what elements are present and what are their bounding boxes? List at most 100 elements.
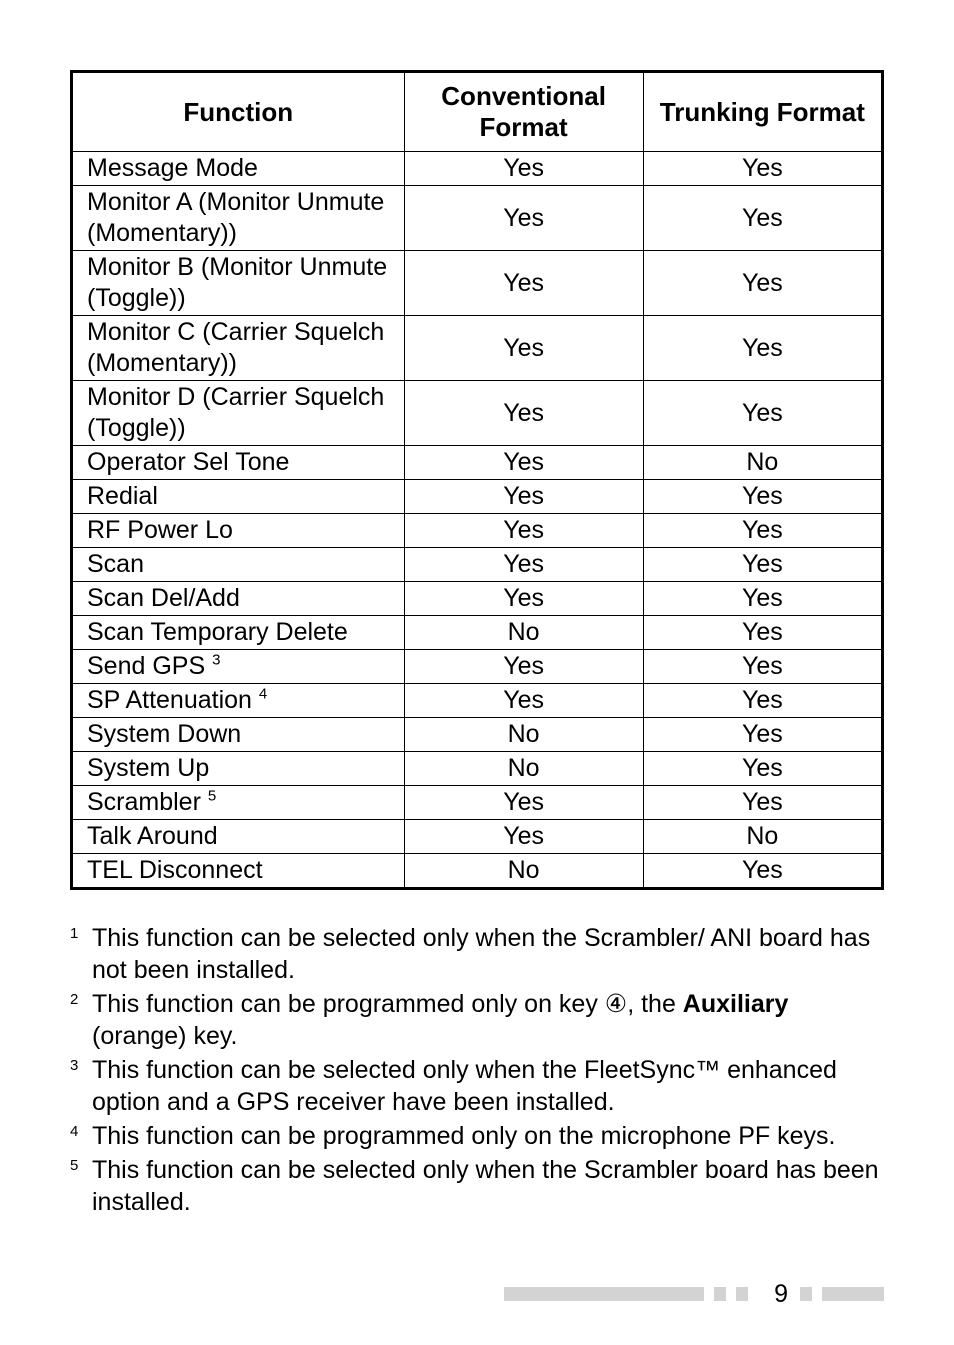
footnote-ref: 5 bbox=[208, 788, 216, 805]
table-row: RedialYesYes bbox=[72, 480, 883, 514]
cell-trunking: No bbox=[643, 446, 882, 480]
footnote: 4This function can be programmed only on… bbox=[70, 1120, 884, 1152]
cell-function: Scrambler 5 bbox=[72, 786, 405, 820]
cell-function: TEL Disconnect bbox=[72, 854, 405, 889]
page-number: 9 bbox=[748, 1280, 800, 1309]
footnote-mid: , the bbox=[627, 990, 683, 1018]
table-row: Send GPS 3YesYes bbox=[72, 650, 883, 684]
cell-conventional: No bbox=[404, 752, 643, 786]
cell-conventional: Yes bbox=[404, 786, 643, 820]
footnote-text: This function can be programmed only on … bbox=[92, 988, 884, 1052]
cell-function: RF Power Lo bbox=[72, 514, 405, 548]
cell-conventional: No bbox=[404, 616, 643, 650]
page-footer: 9 bbox=[70, 1280, 884, 1308]
cell-conventional: Yes bbox=[404, 186, 643, 251]
footnote-text: This function can be selected only when … bbox=[92, 1154, 884, 1218]
table-body: Message ModeYesYesMonitor A (Monitor Unm… bbox=[72, 152, 883, 889]
footnote-text: This function can be selected only when … bbox=[92, 922, 884, 986]
footnote-post: (orange) key. bbox=[92, 1022, 237, 1050]
cell-conventional: No bbox=[404, 854, 643, 889]
cell-trunking: Yes bbox=[643, 316, 882, 381]
cell-trunking: No bbox=[643, 820, 882, 854]
table-row: System UpNoYes bbox=[72, 752, 883, 786]
page-container: Function Conventional Format Trunking Fo… bbox=[0, 0, 954, 1338]
cell-trunking: Yes bbox=[643, 514, 882, 548]
cell-function: Scan Del/Add bbox=[72, 582, 405, 616]
table-row: RF Power LoYesYes bbox=[72, 514, 883, 548]
cell-function: Operator Sel Tone bbox=[72, 446, 405, 480]
cell-function: Monitor B (Monitor Unmute (Toggle)) bbox=[72, 251, 405, 316]
footer-dot-2 bbox=[736, 1287, 748, 1301]
footnote-pre: This function can be programmed only on … bbox=[92, 990, 605, 1018]
cell-function: System Up bbox=[72, 752, 405, 786]
cell-function: Send GPS 3 bbox=[72, 650, 405, 684]
table-row: Scrambler 5YesYes bbox=[72, 786, 883, 820]
cell-function: Monitor D (Carrier Squelch (Toggle)) bbox=[72, 381, 405, 446]
table-row: Monitor C (Carrier Squelch (Momentary))Y… bbox=[72, 316, 883, 381]
cell-trunking: Yes bbox=[643, 480, 882, 514]
table-row: TEL DisconnectNoYes bbox=[72, 854, 883, 889]
cell-trunking: Yes bbox=[643, 854, 882, 889]
footnote-text: This function can be programmed only on … bbox=[92, 1120, 884, 1152]
table-row: System DownNoYes bbox=[72, 718, 883, 752]
cell-conventional: Yes bbox=[404, 446, 643, 480]
cell-function: Talk Around bbox=[72, 820, 405, 854]
table-row: Monitor A (Monitor Unmute (Momentary))Ye… bbox=[72, 186, 883, 251]
footer-bar-left bbox=[504, 1287, 704, 1301]
cell-trunking: Yes bbox=[643, 186, 882, 251]
table-row: Talk AroundYesNo bbox=[72, 820, 883, 854]
cell-conventional: Yes bbox=[404, 684, 643, 718]
table-row: Message ModeYesYes bbox=[72, 152, 883, 186]
footnote: 3This function can be selected only when… bbox=[70, 1054, 884, 1118]
footnote: 2This function can be programmed only on… bbox=[70, 988, 884, 1052]
cell-trunking: Yes bbox=[643, 381, 882, 446]
cell-trunking: Yes bbox=[643, 718, 882, 752]
table-row: ScanYesYes bbox=[72, 548, 883, 582]
cell-trunking: Yes bbox=[643, 582, 882, 616]
footnote: 5This function can be selected only when… bbox=[70, 1154, 884, 1218]
footnote-mark: 4 bbox=[70, 1120, 92, 1141]
cell-conventional: Yes bbox=[404, 316, 643, 381]
cell-trunking: Yes bbox=[643, 650, 882, 684]
cell-conventional: Yes bbox=[404, 480, 643, 514]
table-row: Operator Sel ToneYesNo bbox=[72, 446, 883, 480]
table-row: Monitor D (Carrier Squelch (Toggle))YesY… bbox=[72, 381, 883, 446]
cell-conventional: Yes bbox=[404, 514, 643, 548]
function-table: Function Conventional Format Trunking Fo… bbox=[70, 70, 884, 890]
cell-function: Monitor C (Carrier Squelch (Momentary)) bbox=[72, 316, 405, 381]
cell-conventional: Yes bbox=[404, 251, 643, 316]
cell-conventional: Yes bbox=[404, 820, 643, 854]
cell-conventional: No bbox=[404, 718, 643, 752]
footnote-ref: 3 bbox=[212, 652, 220, 669]
footnote: 1This function can be selected only when… bbox=[70, 922, 884, 986]
cell-conventional: Yes bbox=[404, 152, 643, 186]
cell-trunking: Yes bbox=[643, 752, 882, 786]
cell-conventional: Yes bbox=[404, 548, 643, 582]
footnote-bold: Auxiliary bbox=[683, 990, 789, 1018]
table-header-row: Function Conventional Format Trunking Fo… bbox=[72, 72, 883, 152]
cell-function: Scan bbox=[72, 548, 405, 582]
footer-dot-3 bbox=[800, 1287, 812, 1301]
cell-trunking: Yes bbox=[643, 152, 882, 186]
table-row: Scan Del/AddYesYes bbox=[72, 582, 883, 616]
cell-trunking: Yes bbox=[643, 616, 882, 650]
footnote-ref: 4 bbox=[259, 686, 267, 703]
cell-function: Scan Temporary Delete bbox=[72, 616, 405, 650]
cell-trunking: Yes bbox=[643, 684, 882, 718]
footnotes-block: 1This function can be selected only when… bbox=[70, 922, 884, 1218]
cell-function: System Down bbox=[72, 718, 405, 752]
col-header-conventional: Conventional Format bbox=[404, 72, 643, 152]
footnote-text: This function can be selected only when … bbox=[92, 1054, 884, 1118]
cell-function: SP Attenuation 4 bbox=[72, 684, 405, 718]
cell-conventional: Yes bbox=[404, 582, 643, 616]
col-header-trunking: Trunking Format bbox=[643, 72, 882, 152]
table-row: Monitor B (Monitor Unmute (Toggle))YesYe… bbox=[72, 251, 883, 316]
footnote-mark: 1 bbox=[70, 922, 92, 943]
footnote-mark: 3 bbox=[70, 1054, 92, 1075]
footnote-mark: 5 bbox=[70, 1154, 92, 1175]
table-row: Scan Temporary DeleteNoYes bbox=[72, 616, 883, 650]
cell-conventional: Yes bbox=[404, 381, 643, 446]
cell-trunking: Yes bbox=[643, 251, 882, 316]
cell-function: Monitor A (Monitor Unmute (Momentary)) bbox=[72, 186, 405, 251]
footnote-mark: 2 bbox=[70, 988, 92, 1009]
